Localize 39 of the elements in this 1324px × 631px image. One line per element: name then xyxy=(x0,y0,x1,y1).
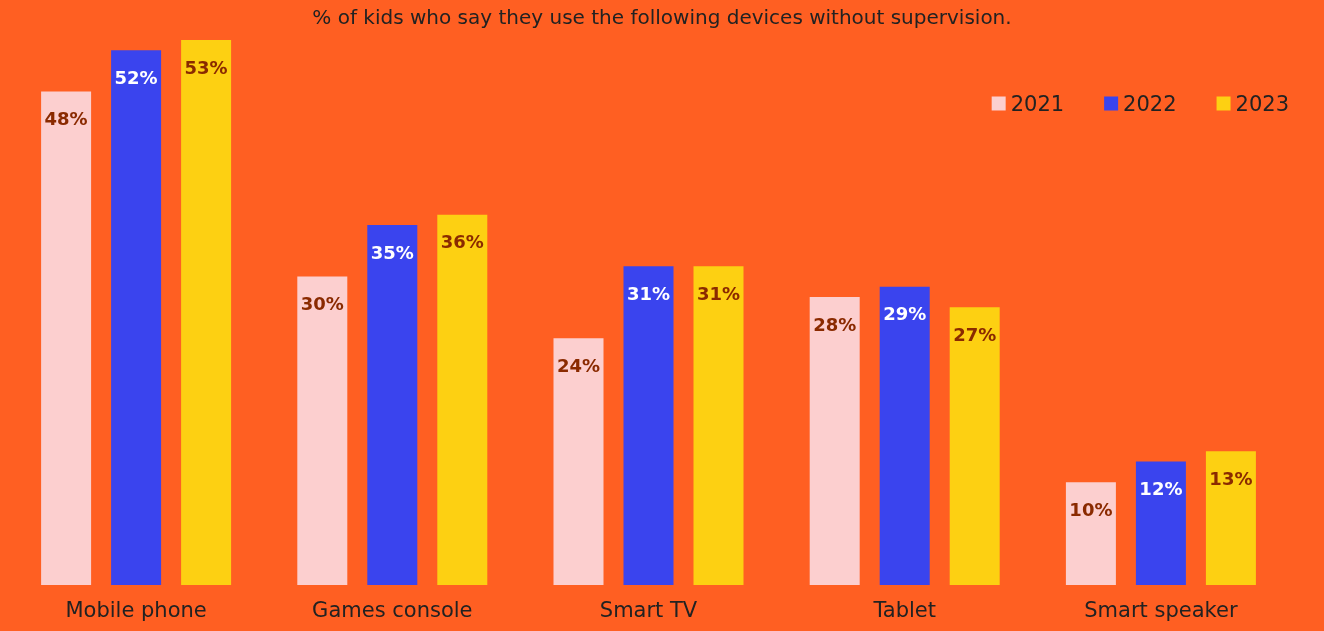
bar xyxy=(879,286,930,585)
bar xyxy=(41,91,92,585)
bar xyxy=(367,225,418,585)
bar xyxy=(1135,461,1186,585)
x-tick-label: Smart TV xyxy=(599,597,698,622)
legend-label: 2022 xyxy=(1123,91,1177,116)
bar xyxy=(949,307,1000,585)
data-label: 31% xyxy=(696,282,741,304)
data-label: 35% xyxy=(370,241,414,263)
legend-label: 2023 xyxy=(1235,91,1290,116)
bar xyxy=(809,297,860,585)
data-label: 10% xyxy=(1069,498,1113,520)
x-tick-label: Mobile phone xyxy=(65,597,207,622)
bar xyxy=(1065,482,1116,585)
legend-label: 2021 xyxy=(1010,91,1065,116)
x-tick-label: Games console xyxy=(312,597,473,622)
data-label: 53% xyxy=(184,56,228,78)
x-tick-label: Tablet xyxy=(872,597,936,622)
chart-title: % of kids who say they use the following devices without supervision. xyxy=(312,5,1012,29)
bar xyxy=(297,276,348,585)
bar xyxy=(181,40,232,585)
data-label: 36% xyxy=(440,231,484,253)
data-label: 48% xyxy=(44,107,88,129)
data-label: 27% xyxy=(953,323,997,345)
bar xyxy=(623,266,674,585)
data-label: 31% xyxy=(626,282,671,304)
bar xyxy=(111,50,162,585)
data-label: 13% xyxy=(1209,467,1253,489)
data-label: 28% xyxy=(813,313,857,335)
bar xyxy=(437,214,488,585)
data-label: 24% xyxy=(556,354,601,376)
bar xyxy=(1205,451,1256,585)
bar xyxy=(553,338,604,585)
bar xyxy=(693,266,744,585)
x-tick-label: Smart speaker xyxy=(1084,597,1238,622)
data-label: 30% xyxy=(300,293,344,315)
data-label: 12% xyxy=(1139,478,1183,500)
data-label: 29% xyxy=(883,303,927,325)
data-label: 52% xyxy=(114,66,158,88)
